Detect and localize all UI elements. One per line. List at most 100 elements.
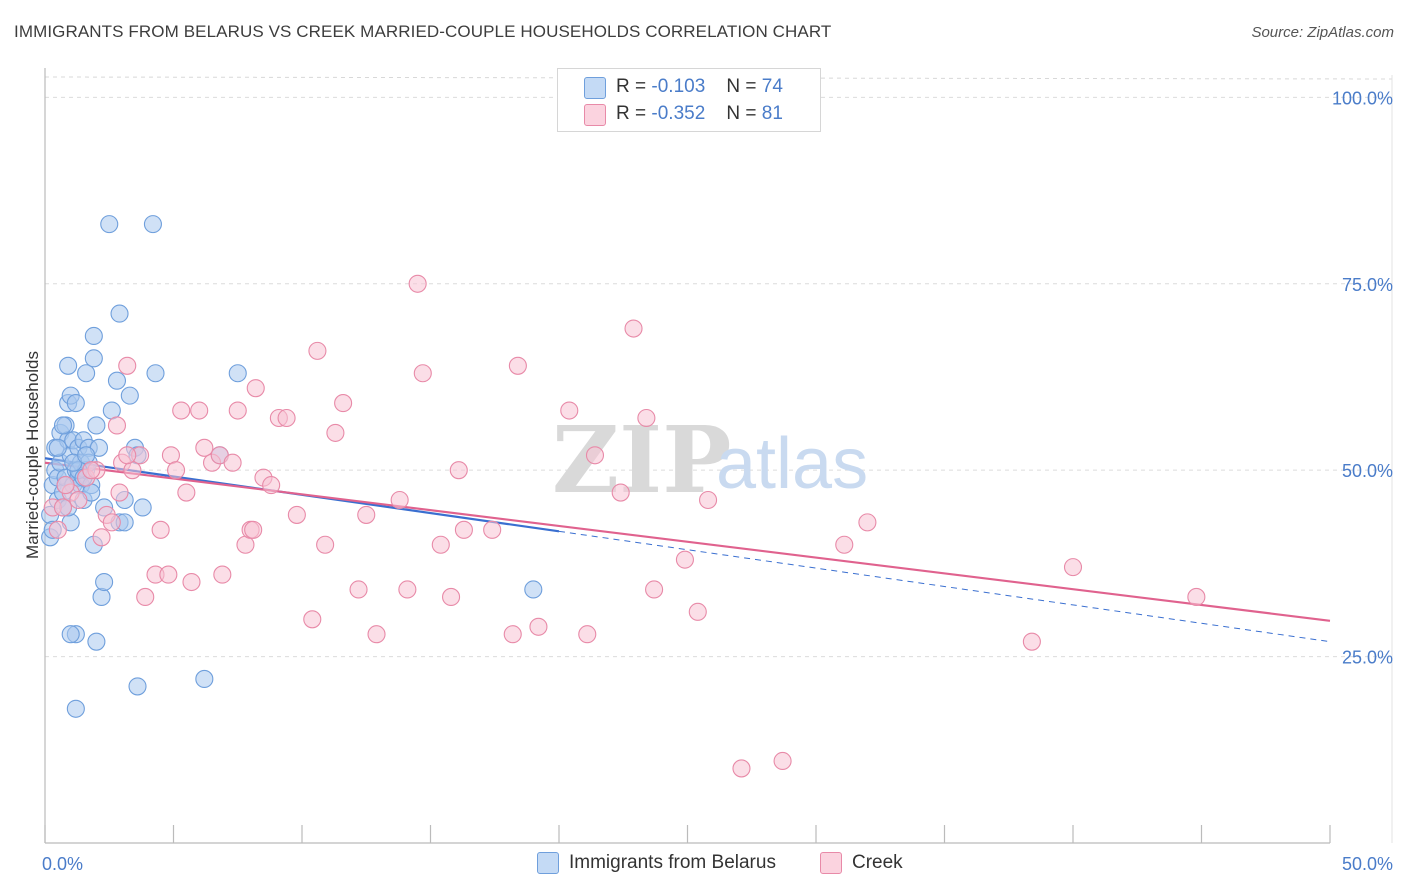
point-creek <box>102 513 121 532</box>
point-creek <box>69 490 88 510</box>
point-belarus <box>77 364 96 383</box>
legend-n-value: 74 <box>761 76 783 97</box>
trend-line-belarus-extension <box>558 530 1331 643</box>
point-creek <box>167 461 186 480</box>
point-creek <box>390 490 409 510</box>
point-belarus <box>195 669 214 689</box>
point-creek <box>413 364 432 383</box>
point-creek <box>835 535 854 554</box>
point-creek <box>637 408 656 428</box>
point-creek <box>773 751 792 771</box>
bottom-legend-label-belarus: Immigrants from Belarus <box>569 852 776 873</box>
legend-swatch-creek <box>584 104 606 126</box>
bottom-legend-swatch-belarus <box>537 852 559 874</box>
legend-r-value: -0.352 <box>651 103 706 124</box>
point-creek <box>110 483 129 502</box>
point-creek <box>349 580 368 599</box>
legend-r-label: R = <box>616 103 647 124</box>
y-tick-label: 100.0% <box>1332 88 1393 108</box>
legend-text-creek: R = -0.352 N = 81 <box>616 103 783 125</box>
point-creek <box>177 483 196 502</box>
bottom-legend-label-creek: Creek <box>852 852 903 873</box>
x-tick-label-min: 0.0% <box>42 854 83 874</box>
point-creek <box>431 535 450 554</box>
point-creek <box>262 476 281 495</box>
point-creek <box>92 528 111 547</box>
point-belarus <box>120 386 139 405</box>
x-tick-label-max: 50.0% <box>1342 854 1393 874</box>
point-creek <box>190 401 209 420</box>
point-creek <box>560 401 579 420</box>
point-belarus <box>66 699 85 718</box>
point-creek <box>213 565 232 584</box>
point-creek <box>118 356 137 375</box>
point-creek <box>357 505 376 524</box>
legend-r-label: R = <box>616 76 647 97</box>
legend-n-label: N = <box>726 103 757 124</box>
chart-title: IMMIGRANTS FROM BELARUS VS CREEK MARRIED… <box>14 22 832 41</box>
point-creek <box>308 341 327 360</box>
point-belarus <box>92 587 111 606</box>
correlation-legend: R = -0.103 N = 74 R = -0.352 N = 81 <box>557 68 821 132</box>
point-creek <box>48 520 67 539</box>
point-creek <box>398 580 417 599</box>
point-creek <box>611 483 630 502</box>
point-creek <box>858 513 877 532</box>
point-creek <box>503 625 522 644</box>
point-belarus <box>61 625 80 644</box>
point-creek <box>287 505 306 524</box>
point-belarus <box>95 572 114 592</box>
point-creek <box>159 565 178 584</box>
point-creek <box>699 490 718 510</box>
point-belarus <box>48 438 67 457</box>
bottom-legend-belarus: Immigrants from Belarus <box>537 852 776 874</box>
point-creek <box>334 394 353 413</box>
y-tick-label: 50.0% <box>1342 461 1393 481</box>
point-creek <box>732 759 751 778</box>
legend-n-label: N = <box>726 76 757 97</box>
point-creek <box>82 461 101 480</box>
point-creek <box>246 379 265 398</box>
point-creek <box>529 617 548 636</box>
point-creek <box>454 520 473 539</box>
point-belarus <box>228 364 247 383</box>
point-creek <box>244 520 263 539</box>
point-belarus <box>107 371 127 390</box>
data-points <box>41 215 1206 778</box>
point-creek <box>107 416 127 435</box>
point-creek <box>182 572 201 592</box>
point-belarus <box>66 394 85 413</box>
legend-text-belarus: R = -0.103 N = 74 <box>616 76 783 98</box>
point-creek <box>408 274 427 293</box>
trend-line-creek <box>44 461 1331 622</box>
source-credit: Source: ZipAtlas.com <box>1251 24 1394 41</box>
point-belarus <box>59 356 78 375</box>
point-creek <box>367 625 386 644</box>
legend-r-value: -0.103 <box>651 76 706 97</box>
point-creek <box>508 356 527 375</box>
point-creek <box>688 602 707 621</box>
point-creek <box>1063 558 1083 577</box>
point-belarus <box>143 215 162 234</box>
point-creek <box>675 550 694 569</box>
point-creek <box>449 461 468 480</box>
legend-n-value: 81 <box>761 103 783 124</box>
bottom-legend-swatch-creek <box>820 852 842 874</box>
point-creek <box>172 401 191 420</box>
watermark: ZIP atlas <box>552 406 868 514</box>
point-creek <box>578 625 597 644</box>
point-creek <box>1187 587 1206 606</box>
axes <box>44 68 1331 844</box>
point-creek <box>442 587 461 606</box>
point-creek <box>316 535 335 554</box>
legend-swatch-belarus <box>584 77 606 99</box>
y-tick-label: 25.0% <box>1342 648 1393 668</box>
watermark-atlas: atlas <box>716 424 868 504</box>
y-tick-label: 75.0% <box>1342 275 1393 295</box>
point-belarus <box>84 349 103 368</box>
point-creek <box>303 610 322 629</box>
bottom-legend-creek: Creek <box>820 852 903 874</box>
point-creek <box>277 408 296 428</box>
point-belarus <box>87 632 106 651</box>
